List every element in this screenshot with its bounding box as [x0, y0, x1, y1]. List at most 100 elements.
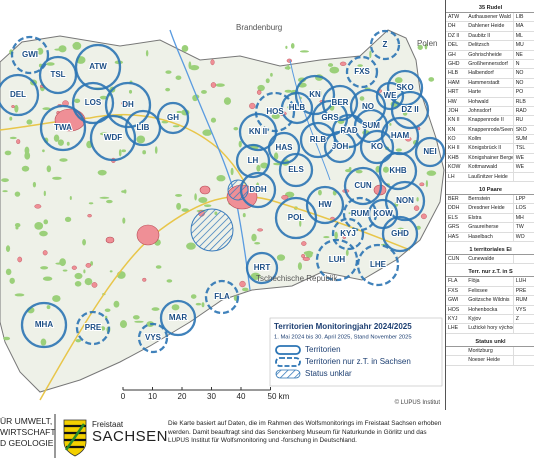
- code: HAM: [448, 79, 460, 86]
- name: Kottmarwald: [468, 164, 498, 171]
- forest: [176, 110, 182, 114]
- forest: [46, 305, 51, 310]
- code: JOH: [448, 107, 459, 114]
- code: KN: [448, 126, 456, 133]
- forest: [348, 211, 358, 215]
- territory: [369, 29, 401, 61]
- settlement: [339, 61, 347, 66]
- forest: [299, 50, 309, 53]
- forest: [82, 239, 87, 246]
- forest: [395, 148, 402, 152]
- forest: [171, 304, 180, 311]
- forest: [382, 166, 389, 173]
- forest: [190, 294, 197, 299]
- name: Dresdner Heide: [468, 205, 505, 212]
- forest: [254, 241, 261, 245]
- table-row: JOH Johnsdorf RAD: [446, 106, 534, 117]
- forest: [318, 189, 322, 196]
- name: Hohenbocka: [468, 306, 498, 313]
- place-label: Polen: [417, 39, 437, 48]
- territory-label: PRE: [85, 323, 102, 332]
- forest: [402, 111, 408, 116]
- forest: [176, 202, 182, 210]
- path: [169, 29, 251, 291]
- code: RAD: [512, 106, 534, 116]
- settlement: [419, 182, 425, 187]
- ellipse: [105, 236, 115, 244]
- code: DEL: [448, 42, 459, 49]
- table-row: HW Hohwald RLB: [446, 97, 534, 107]
- forest: [21, 165, 30, 172]
- settlement: [142, 277, 147, 282]
- code: ML: [512, 31, 534, 41]
- table-row: KOW Kottmarwald WE: [446, 163, 534, 173]
- forest: [216, 175, 226, 182]
- forest: [345, 249, 349, 256]
- forest: [355, 169, 363, 174]
- table-row: LH Laußnitzer Heide: [446, 172, 534, 183]
- code: GHD: [448, 60, 460, 67]
- table-row: GH Gohrischheide NE: [446, 50, 534, 60]
- table-row: DDH Dresdner Heide LOS: [446, 204, 534, 214]
- territory: [375, 81, 405, 111]
- territory: [159, 299, 197, 337]
- name: Elstra: [468, 214, 482, 221]
- table-row: DZ II Daubitz II ML: [446, 31, 534, 42]
- settlement: [42, 250, 48, 256]
- forest: [359, 96, 365, 101]
- territory-label: MHA: [35, 320, 53, 329]
- name: Hammerstadt: [468, 79, 500, 86]
- code: MH: [512, 213, 534, 223]
- legend-item: Territorien: [305, 345, 341, 354]
- forest: [84, 277, 93, 286]
- forest: [121, 190, 126, 193]
- territory-label: ELS: [288, 165, 304, 174]
- table-row: LHE Lužické hory východ: [446, 324, 534, 334]
- territory-label: VYS: [145, 333, 162, 342]
- settlement: [405, 136, 412, 142]
- code: [446, 356, 468, 364]
- forest: [39, 230, 48, 237]
- forest: [54, 48, 63, 51]
- code: FXS: [448, 287, 459, 294]
- forest: [121, 149, 127, 153]
- map: GWI TSL ATW DEL LOS DH TWA WDF LIB GH HOS KN BER NO FX…: [0, 23, 445, 406]
- code: PRE: [512, 286, 534, 296]
- forest: [201, 90, 207, 94]
- forest: [14, 191, 21, 197]
- territory-label: FXS: [354, 67, 370, 76]
- legend-item: Territorien nur z.T. in Sachsen: [305, 357, 411, 366]
- code: [512, 324, 534, 333]
- note: Die Karte basiert auf Daten, die im Rahm…: [168, 420, 442, 445]
- territory-label: KYJ: [340, 229, 356, 238]
- territory-label: MAR: [169, 313, 187, 322]
- code: KOW: [448, 164, 461, 171]
- scale-label: 40: [237, 392, 246, 401]
- table-row: KN II Knappenrode II RU: [446, 116, 534, 126]
- territory-label: GRS: [321, 113, 339, 122]
- table-row: HAS Haselbach WO: [446, 232, 534, 242]
- forest: [271, 113, 280, 120]
- territory: [294, 74, 336, 116]
- code: [512, 172, 534, 182]
- territory-label: RUM: [351, 209, 370, 218]
- settlement: [420, 213, 427, 220]
- forest: [83, 269, 86, 274]
- forest: [66, 141, 70, 146]
- code: [512, 254, 534, 264]
- territory: [315, 238, 359, 282]
- forest: [142, 150, 147, 155]
- forest: [238, 140, 242, 148]
- code: [512, 346, 534, 356]
- territory: [204, 279, 240, 315]
- territory: [278, 152, 314, 188]
- forest: [329, 66, 340, 74]
- territory-label: Z: [383, 40, 388, 49]
- forest: [287, 64, 290, 71]
- territory: [331, 217, 365, 251]
- settlement: [91, 282, 98, 288]
- code: LOS: [512, 204, 534, 213]
- table-row: GRS Graureiherse TW: [446, 223, 534, 233]
- table-row: KO Kollm SUM: [446, 135, 534, 145]
